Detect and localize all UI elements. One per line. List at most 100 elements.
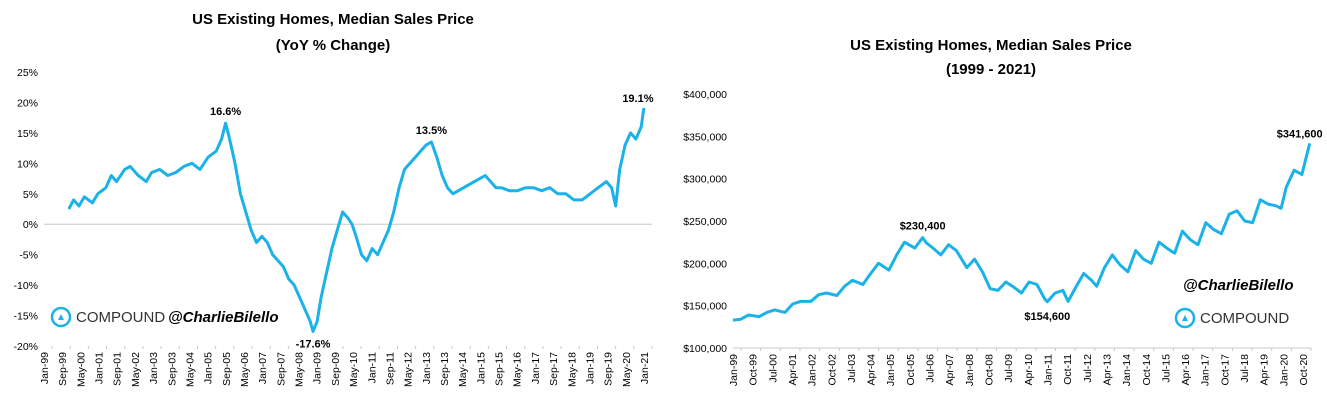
yoy-x-tick-label: Jan-09 (312, 352, 324, 384)
yoy-x-tick-label: May-10 (348, 352, 360, 387)
yoy-x-tick-label: May-18 (566, 352, 578, 387)
price-x-tick-label: Jan-99 (728, 354, 740, 386)
price-x-tick-label: Apr-19 (1259, 354, 1271, 386)
yoy-x-tick-label: May-02 (130, 352, 142, 387)
yoy-x-tick-label: Sep-13 (439, 352, 451, 386)
charlie-bilello-handle: @CharlieBilello (168, 309, 279, 326)
yoy-y-tick-label: 20% (17, 97, 38, 109)
price-x-tick-label: Oct-05 (905, 354, 917, 386)
price-x-tick-label: Jan-02 (807, 354, 819, 386)
yoy-x-tick-label: Sep-05 (221, 352, 233, 386)
yoy-x-tick-label: Sep-07 (275, 352, 287, 386)
price-x-tick-label: Jan-14 (1121, 354, 1133, 386)
yoy-chart-subtitle: (YoY % Change) (276, 37, 390, 54)
price-annotations: $230,400 $154,600 $341,600 (900, 128, 1323, 322)
charlie-bilello-handle: @CharlieBilello (1183, 277, 1294, 294)
yoy-x-tick-label: May-14 (457, 352, 469, 387)
price-x-tick-label: Apr-07 (944, 354, 956, 386)
yoy-x-tick-label: Jan-01 (94, 352, 106, 384)
yoy-y-tick-label: -20% (13, 341, 38, 353)
price-y-axis: $100,000 $150,000 $200,000 $250,000 $300,000… (683, 89, 727, 355)
compound-logo-triangle-icon (1182, 315, 1188, 321)
price-x-tick-label: Jan-20 (1278, 354, 1290, 386)
price-x-tick-label: Oct-20 (1298, 354, 1310, 386)
price-series-line (732, 143, 1312, 322)
yoy-y-tick-label: 5% (23, 189, 38, 201)
yoy-y-tick-label: -5% (19, 250, 38, 262)
yoy-y-tick-label: 25% (17, 67, 38, 79)
yoy-x-tick-label: May-16 (512, 352, 524, 387)
price-x-tick-label: Apr-04 (866, 354, 878, 386)
price-y-tick-label: $200,000 (683, 258, 727, 270)
yoy-y-axis: -20% -15% -10% -5% 0% 5% 10% 15% 20% 25% (13, 67, 38, 353)
yoy-y-tick-label: -15% (13, 311, 38, 323)
yoy-x-tick-label: Jan-19 (584, 352, 596, 384)
yoy-annotation-label: -17.6% (296, 338, 331, 350)
price-x-tick-label: Oct-14 (1141, 354, 1153, 386)
price-x-tick-label: Jan-05 (885, 354, 897, 386)
yoy-x-tick-label: Sep-09 (330, 352, 342, 386)
price-chart-subtitle: (1999 - 2021) (946, 61, 1036, 78)
yoy-x-tick-label: May-06 (239, 352, 251, 387)
yoy-x-tick-label: May-00 (75, 352, 87, 387)
compound-brand-text: COMPOUND (1200, 310, 1289, 327)
yoy-x-tick-label: Jan-07 (257, 352, 269, 384)
price-chart-title: US Existing Homes, Median Sales Price (850, 37, 1132, 54)
yoy-x-tick-label: Sep-11 (384, 352, 396, 385)
compound-logo (50, 306, 72, 328)
price-x-tick-label: Apr-13 (1101, 354, 1113, 386)
yoy-x-tick-label: Jan-99 (39, 352, 51, 384)
yoy-x-tick-label: Sep-19 (603, 352, 615, 386)
price-x-tick-label: Apr-10 (1023, 354, 1035, 386)
yoy-x-tick-label: Sep-17 (548, 352, 560, 386)
yoy-x-tick-label: Jan-03 (148, 352, 160, 384)
price-chart: US Existing Homes, Median Sales Price (1… (683, 37, 1323, 386)
yoy-annotations: 16.6% -17.6% 13.5% 19.1% (210, 93, 654, 350)
yoy-x-tick-label: Jan-21 (639, 352, 651, 384)
yoy-y-tick-label: 10% (17, 158, 38, 170)
yoy-annotation-label: 13.5% (416, 125, 447, 137)
price-x-axis: Jan-99 Oct-99 Jul-00 Apr-01 Jan-02 Oct-02 Jul-… (728, 348, 1312, 386)
price-x-tick-label: Jul-09 (1003, 354, 1015, 383)
price-annotation-label: $154,600 (1024, 311, 1070, 323)
yoy-chart: US Existing Homes, Median Sales Price (Y… (13, 11, 654, 387)
compound-logo-triangle-icon (58, 314, 64, 320)
yoy-x-tick-label: Jan-11 (366, 352, 378, 383)
yoy-x-tick-label: Sep-99 (57, 352, 69, 386)
price-x-tick-label: Jul-06 (925, 354, 937, 383)
yoy-x-tick-label: Jan-17 (530, 352, 542, 384)
price-x-tick-label: Jul-03 (846, 354, 858, 383)
yoy-annotation-label: 16.6% (210, 106, 241, 118)
yoy-x-tick-label: Sep-15 (494, 352, 506, 386)
price-x-tick-label: Jul-12 (1082, 354, 1094, 383)
price-y-tick-label: $300,000 (683, 174, 727, 186)
compound-brand-text: COMPOUND (76, 309, 165, 326)
price-x-tick-label: Jan-17 (1200, 354, 1212, 386)
yoy-x-tick-label: May-20 (621, 352, 633, 387)
price-y-tick-label: $400,000 (683, 89, 727, 101)
yoy-series-line (67, 107, 646, 333)
yoy-y-tick-label: 15% (17, 128, 38, 140)
price-annotation-label: $230,400 (900, 221, 946, 233)
yoy-chart-panel: US Existing Homes, Median Sales Price (Y… (0, 0, 663, 409)
price-chart-panel: US Existing Homes, Median Sales Price (1… (663, 0, 1327, 409)
compound-logo (1174, 307, 1196, 329)
yoy-x-tick-label: May-08 (294, 352, 306, 387)
yoy-x-tick-label: Sep-03 (166, 352, 178, 386)
yoy-x-tick-label: Sep-01 (112, 352, 124, 386)
compound-logo-icon (1174, 307, 1196, 329)
price-x-tick-label: Oct-17 (1219, 354, 1231, 386)
yoy-x-axis: Jan-99 Sep-99 May-00 Jan-01 Sep-01 May-02 Jan-… (39, 346, 653, 387)
price-x-tick-label: Jan-11 (1042, 354, 1054, 385)
price-x-tick-label: Jul-15 (1160, 354, 1172, 383)
yoy-annotation-label: 19.1% (622, 93, 653, 105)
yoy-chart-title: US Existing Homes, Median Sales Price (192, 11, 474, 28)
price-x-tick-label: Oct-02 (826, 354, 838, 386)
price-x-tick-label: Apr-01 (787, 354, 799, 386)
yoy-y-tick-label: 0% (23, 219, 38, 231)
price-x-tick-label: Jul-00 (767, 354, 779, 383)
price-x-tick-label: Oct-99 (748, 354, 760, 386)
compound-logo-icon (50, 306, 72, 328)
price-y-tick-label: $100,000 (683, 343, 727, 355)
yoy-x-tick-label: May-12 (403, 352, 415, 387)
